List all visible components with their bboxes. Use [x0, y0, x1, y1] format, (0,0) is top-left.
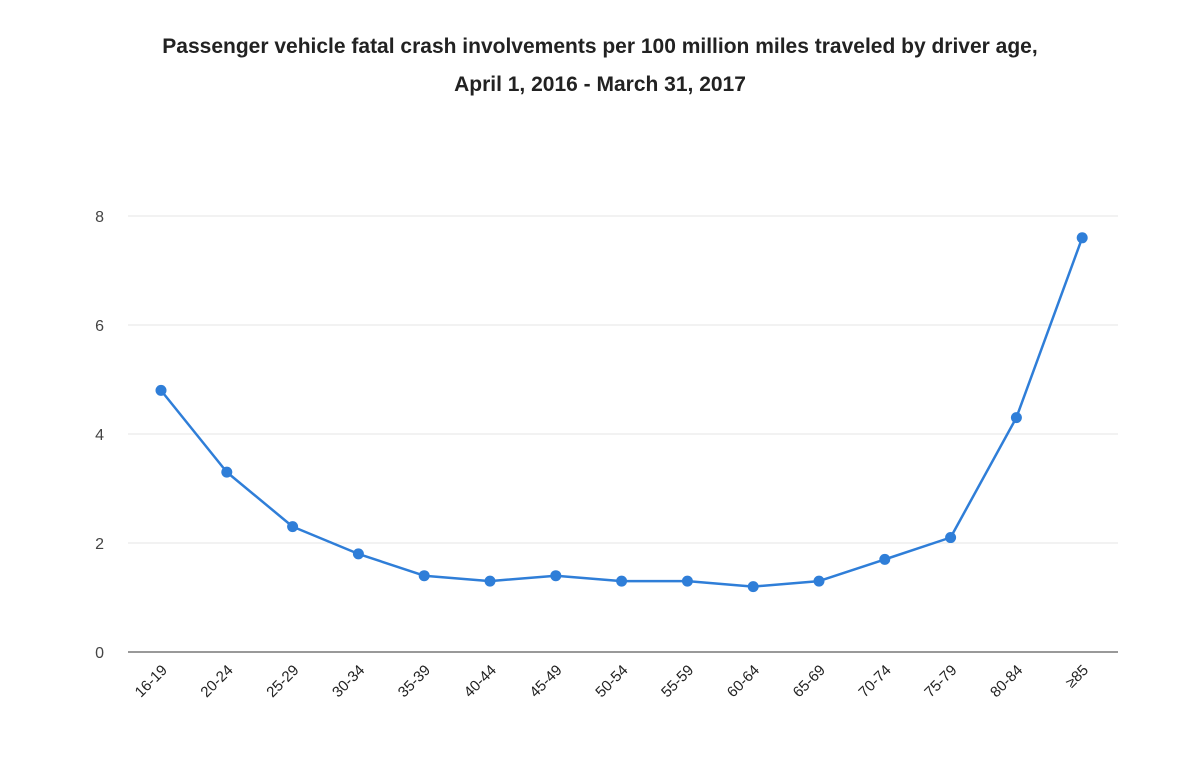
data-point[interactable]: [1076, 232, 1088, 244]
x-tick-label: 70-74: [855, 662, 894, 701]
y-tick-label: 8: [95, 209, 104, 226]
data-point[interactable]: [484, 575, 496, 587]
x-tick-label: 30-34: [329, 662, 368, 701]
x-tick-label: 25-29: [263, 662, 302, 701]
y-tick-label: 2: [95, 536, 104, 553]
x-tick-label: 80-84: [987, 662, 1026, 701]
data-point[interactable]: [550, 570, 562, 582]
chart-title-block: Passenger vehicle fatal crash involvemen…: [0, 28, 1200, 104]
x-tick-label: 16-19: [132, 662, 171, 701]
chart-title: Passenger vehicle fatal crash involvemen…: [162, 35, 1038, 58]
y-tick-label: 6: [95, 318, 104, 335]
data-point[interactable]: [287, 521, 299, 533]
y-axis: 0 2 4 6 8: [95, 209, 104, 662]
x-tick-label: 20-24: [197, 662, 236, 701]
data-point[interactable]: [879, 553, 891, 565]
data-point[interactable]: [418, 570, 430, 582]
data-point[interactable]: [221, 466, 233, 478]
chart-subtitle: April 1, 2016 - March 31, 2017: [454, 73, 746, 96]
x-tick-label: 60-64: [724, 662, 763, 701]
data-point[interactable]: [155, 384, 167, 396]
x-tick-label: 35-39: [395, 662, 434, 701]
data-point[interactable]: [747, 581, 759, 593]
x-tick-label: 75-79: [921, 662, 960, 701]
data-point[interactable]: [1010, 412, 1022, 424]
series-line: [160, 237, 1084, 588]
gridlines: [128, 215, 1118, 653]
data-point[interactable]: [616, 575, 628, 587]
x-tick-label: 65-69: [790, 662, 829, 701]
data-point[interactable]: [352, 548, 364, 560]
x-tick-label: 55-59: [658, 662, 697, 701]
data-point[interactable]: [681, 575, 693, 587]
x-axis: 16-19 20-24 25-29 30-34 35-39 40-44 45-49 50-54…: [132, 662, 1092, 701]
x-tick-label: 50-54: [592, 662, 631, 701]
series: [155, 232, 1088, 593]
y-tick-label: 4: [95, 427, 104, 444]
data-point[interactable]: [813, 575, 825, 587]
x-tick-label: 40-44: [461, 662, 500, 701]
data-point[interactable]: [945, 532, 957, 544]
x-tick-label: ≥85: [1062, 662, 1092, 692]
y-tick-label: 0: [95, 645, 104, 662]
x-tick-label: 45-49: [526, 662, 565, 701]
